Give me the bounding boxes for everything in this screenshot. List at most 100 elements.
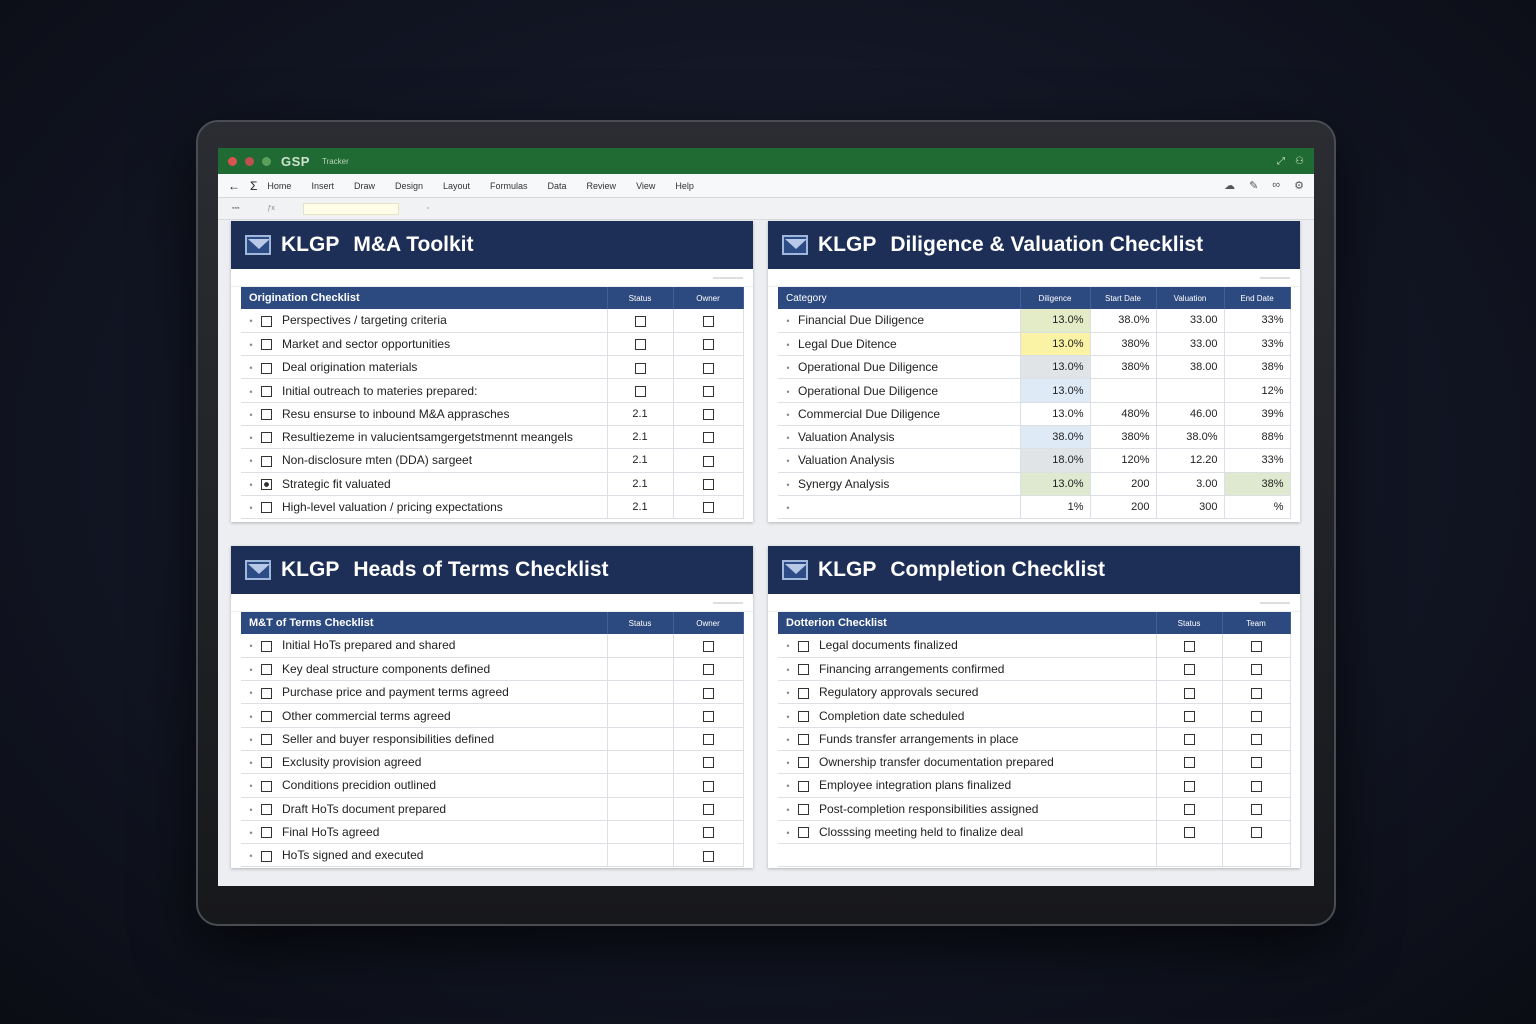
- value-cell[interactable]: 38%: [1224, 355, 1291, 380]
- value-cell[interactable]: 200: [1090, 472, 1157, 496]
- status-checkbox[interactable]: [702, 734, 714, 746]
- value-cell[interactable]: 33.00: [1156, 309, 1225, 333]
- value-cell[interactable]: 33%: [1224, 448, 1291, 473]
- row-checkbox[interactable]: [798, 710, 809, 722]
- menu-item[interactable]: Home: [267, 180, 292, 191]
- status-checkbox[interactable]: [702, 780, 714, 792]
- status-checkbox[interactable]: [1250, 827, 1262, 839]
- status-checkbox[interactable]: [702, 409, 714, 421]
- value-cell[interactable]: 380%: [1090, 332, 1157, 357]
- status-checkbox[interactable]: [1250, 780, 1262, 792]
- row-checkbox[interactable]: [261, 780, 272, 792]
- value-cell[interactable]: [1156, 378, 1225, 403]
- value-cell[interactable]: 200: [1090, 495, 1157, 520]
- row-checkbox[interactable]: [261, 734, 272, 746]
- menu-item[interactable]: Review: [586, 180, 617, 191]
- status-checkbox[interactable]: [702, 804, 714, 816]
- status-checkbox[interactable]: [1183, 664, 1195, 676]
- row-checkbox[interactable]: [261, 664, 272, 676]
- value-cell[interactable]: 12%: [1224, 378, 1291, 403]
- comment-icon[interactable]: ✎: [1249, 180, 1259, 192]
- cloud-icon[interactable]: ☁: [1224, 180, 1236, 192]
- status-checkbox[interactable]: [1183, 780, 1195, 792]
- menu-item[interactable]: Data: [547, 180, 567, 191]
- value-cell[interactable]: 88%: [1224, 425, 1291, 450]
- row-checkbox[interactable]: [261, 432, 272, 444]
- name-box[interactable]: ▪▪▪: [232, 205, 240, 212]
- status-checkbox[interactable]: [702, 664, 714, 676]
- status-checkbox[interactable]: [702, 850, 714, 862]
- value-cell[interactable]: 300: [1156, 495, 1225, 520]
- status-checkbox[interactable]: [634, 385, 646, 397]
- status-checkbox[interactable]: [1250, 664, 1262, 676]
- row-checkbox[interactable]: [798, 757, 809, 769]
- value-cell[interactable]: 18.0%: [1020, 448, 1091, 473]
- row-checkbox[interactable]: [261, 757, 272, 769]
- menu-item[interactable]: Help: [675, 180, 694, 191]
- status-checkbox[interactable]: [634, 339, 646, 351]
- value-cell[interactable]: 38.0%: [1156, 425, 1225, 450]
- row-checkbox[interactable]: [798, 687, 809, 699]
- row-checkbox[interactable]: [261, 479, 272, 491]
- row-checkbox[interactable]: [261, 315, 272, 327]
- row-checkbox[interactable]: [261, 362, 272, 374]
- value-cell[interactable]: 13.0%: [1020, 355, 1091, 380]
- maximize-window-icon[interactable]: [262, 156, 271, 166]
- status-checkbox[interactable]: [1250, 804, 1262, 816]
- value-cell[interactable]: 38.00: [1156, 355, 1225, 380]
- status-checkbox[interactable]: [1250, 640, 1262, 652]
- row-checkbox[interactable]: [261, 385, 272, 397]
- status-checkbox[interactable]: [702, 710, 714, 722]
- row-checkbox[interactable]: [798, 640, 809, 652]
- value-cell[interactable]: 33%: [1224, 332, 1291, 357]
- status-checkbox[interactable]: [1183, 640, 1195, 652]
- value-cell[interactable]: 120%: [1090, 448, 1157, 473]
- status-checkbox[interactable]: [702, 315, 714, 327]
- row-checkbox[interactable]: [261, 455, 272, 467]
- status-checkbox[interactable]: [1183, 827, 1195, 839]
- share-icon[interactable]: ⚇: [1295, 155, 1304, 167]
- status-checkbox[interactable]: [702, 362, 714, 374]
- close-window-icon[interactable]: [228, 156, 237, 166]
- value-cell[interactable]: 39%: [1224, 402, 1291, 426]
- status-checkbox[interactable]: [1183, 734, 1195, 746]
- value-cell[interactable]: 3.00: [1156, 472, 1225, 496]
- row-checkbox[interactable]: [261, 409, 272, 421]
- value-cell[interactable]: 38.0%: [1020, 425, 1091, 450]
- row-checkbox[interactable]: [261, 710, 272, 722]
- status-checkbox[interactable]: [702, 479, 714, 491]
- value-cell[interactable]: 38.0%: [1090, 309, 1157, 333]
- value-cell[interactable]: 13.0%: [1020, 332, 1091, 357]
- status-checkbox[interactable]: [702, 687, 714, 699]
- row-checkbox[interactable]: [798, 734, 809, 746]
- value-cell[interactable]: 380%: [1090, 355, 1157, 380]
- sum-icon[interactable]: Σ: [250, 178, 258, 193]
- menu-item[interactable]: Insert: [311, 180, 334, 191]
- formula-input[interactable]: [302, 202, 399, 215]
- status-checkbox[interactable]: [1183, 710, 1195, 722]
- value-cell[interactable]: 13.0%: [1020, 472, 1091, 496]
- menu-item[interactable]: View: [636, 180, 656, 191]
- menu-item[interactable]: Draw: [353, 180, 375, 191]
- value-cell[interactable]: 380%: [1090, 425, 1157, 450]
- minimize-window-icon[interactable]: [245, 156, 254, 166]
- row-checkbox[interactable]: [261, 827, 272, 839]
- status-checkbox[interactable]: [634, 362, 646, 374]
- value-cell[interactable]: 13.0%: [1020, 378, 1091, 403]
- row-checkbox[interactable]: [798, 804, 809, 816]
- status-checkbox[interactable]: [1183, 804, 1195, 816]
- status-checkbox[interactable]: [702, 827, 714, 839]
- status-checkbox[interactable]: [634, 315, 646, 327]
- value-cell[interactable]: 38%: [1224, 472, 1291, 496]
- menu-item[interactable]: Layout: [442, 180, 471, 191]
- value-cell[interactable]: [1090, 378, 1157, 403]
- status-checkbox[interactable]: [702, 455, 714, 467]
- status-checkbox[interactable]: [1250, 734, 1262, 746]
- link-icon[interactable]: ∞: [1272, 179, 1281, 191]
- value-cell[interactable]: 13.0%: [1020, 309, 1091, 333]
- row-checkbox[interactable]: [261, 804, 272, 816]
- status-checkbox[interactable]: [1250, 710, 1262, 722]
- value-cell[interactable]: 1%: [1020, 495, 1091, 520]
- value-cell[interactable]: 33.00: [1156, 332, 1225, 357]
- value-cell[interactable]: 33%: [1224, 309, 1291, 333]
